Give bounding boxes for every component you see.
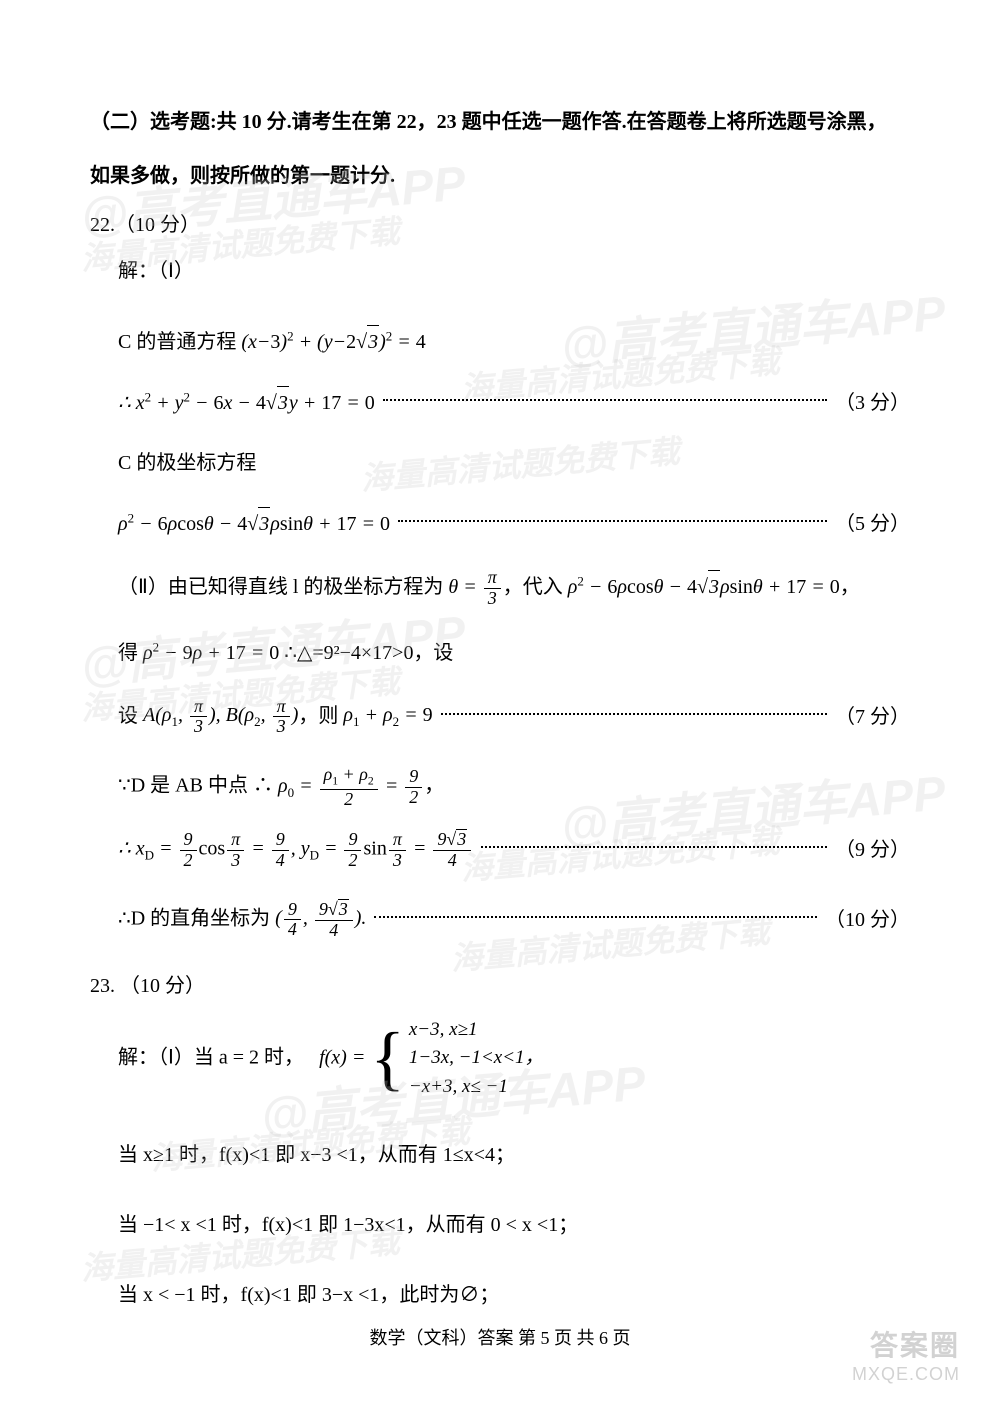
q22-number: 22.（10 分） [90,208,910,237]
bottom-url-text: MXQE.COM [852,1364,960,1385]
q22-discriminant: 得 ρ2 − 9ρ + 17 = 0 ∴△=9²−4×17>0，设 [90,637,910,669]
bottom-watermark: 答案圈 MXQE.COM [852,1324,960,1385]
q22-c-ordinary-equation: C 的普通方程 (x−3)2 + (y−23)2 = 4 [90,325,910,358]
bottom-logo-text: 答案圈 [852,1324,960,1364]
q23-case-x-le: 当 x < −1 时，f(x)<1 即 3−x <1，此时为∅； [90,1279,910,1311]
q22-c-polar-label: C 的极坐标方程 [90,447,910,479]
q22-solution-part1-label: 解：（Ⅰ） [90,255,910,287]
section-header-line1: （二）选考题:共 10 分.请考生在第 22，23 题中任选一题作答.在答题卷上… [90,100,910,144]
q23-piecewise: 解：（Ⅰ）当 a = 2 时， f(x) = { x−3, x≥1 1−3x, … [90,1016,910,1102]
q23-number: 23. （10 分） [90,969,910,998]
q22-polar-equation: ρ2 − 6ρcosθ − 43ρsinθ + 17 = 0 （5 分） [90,507,910,540]
q22-set-a-b: 设 A(ρ1, π3), B(ρ2, π3)，则 ρ1 + ρ2 = 9 （7 … [90,697,910,738]
q22-d-rect-coords: ∴D 的直角坐标为 (94, 934). （10 分） [90,899,910,941]
q23-case-x-mid: 当 −1< x <1 时，f(x)<1 即 1−3x<1，从而有 0 < x <… [90,1209,910,1241]
section-header-line2: 如果多做，则按所做的第一题计分. [90,154,910,198]
page-footer: 数学（文科）答案 第 5 页 共 6 页 [0,1324,1000,1350]
q22-part2-substitution: （Ⅱ）由已知得直线 l 的极坐标方程为 θ = π3，代入 ρ2 − 6ρcos… [90,568,910,609]
q22-expanded-equation: ∴ x2 + y2 − 6x − 43y + 17 = 0 （3 分） [90,386,910,419]
q23-case-x-ge-1: 当 x≥1 时，f(x)<1 即 x−3 <1，从而有 1≤x<4； [90,1139,910,1171]
q22-d-midpoint: ∵D 是 AB 中点 ∴ ρ0 = ρ1 + ρ22 = 92， [90,765,910,809]
q22-xd-yd: ∴ xD = 92cosπ3 = 94, yD = 92sinπ3 = 934 … [90,829,910,871]
